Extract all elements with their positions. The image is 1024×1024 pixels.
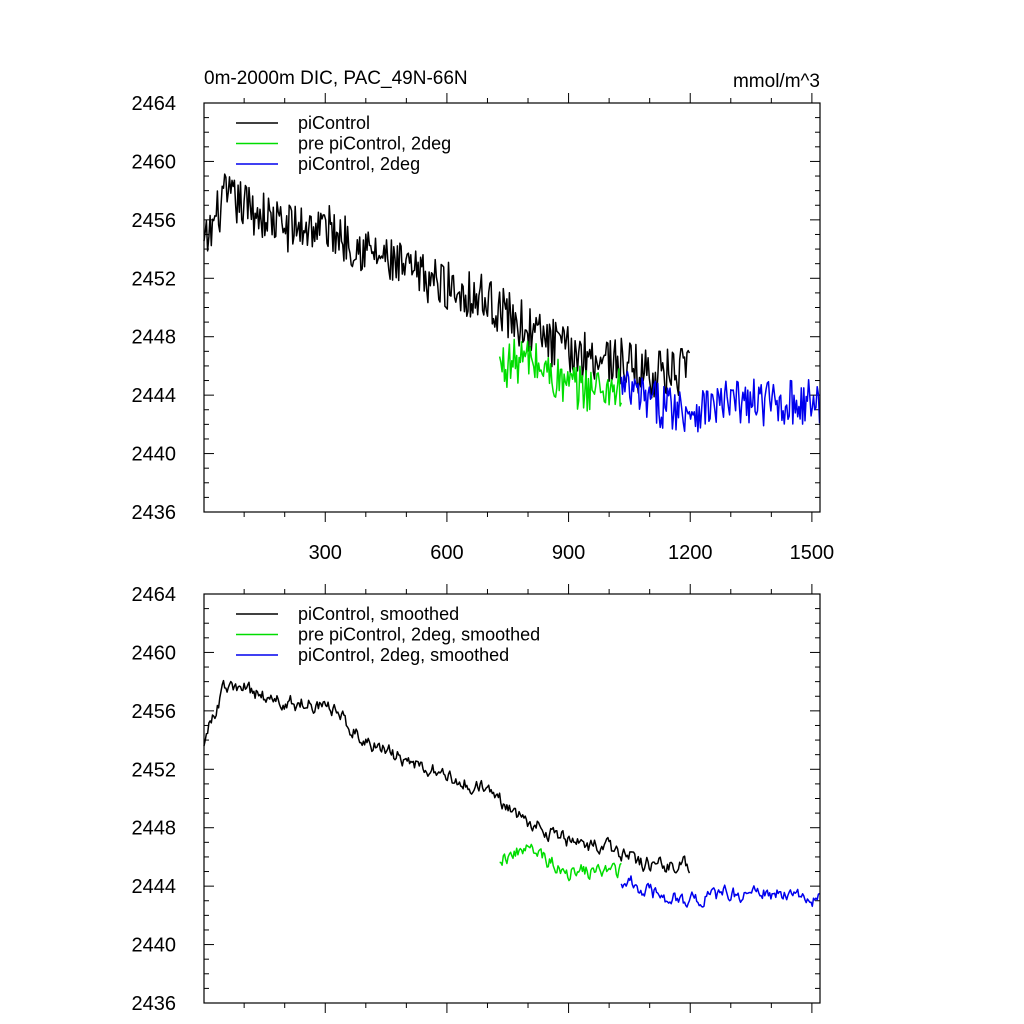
legend-label: pre piControl, 2deg [298,134,451,154]
x-tick-label: 600 [430,542,463,564]
series-line [203,173,691,399]
y-tick-label: 2448 [132,818,177,840]
y-tick-label: 2436 [132,502,177,524]
y-tick-label: 2460 [132,642,177,664]
x-tick-label: 300 [309,542,342,564]
chart-title: 0m-2000m DIC, PAC_49N-66N [204,68,468,89]
y-tick-label: 2444 [132,385,177,407]
units-label: mmol/m^3 [733,71,820,92]
y-tick-label: 2464 [132,584,177,606]
y-tick-label: 2440 [132,444,177,466]
y-tick-label: 2456 [132,210,177,232]
y-tick-label: 2444 [132,876,177,898]
series-line [203,679,691,874]
top-panel: 2436 2440 2444 2448 2452 2456 2460 2464 300 600 90… [132,93,835,564]
legend-label: piControl, smoothed [298,604,459,624]
x-tick-label: 900 [552,542,585,564]
legend-label: piControl, 2deg [298,154,420,174]
legend-label: piControl [298,113,370,133]
series-line [620,370,821,433]
y-tick-label: 2452 [132,759,177,781]
legend-label: piControl, 2deg, smoothed [298,645,509,665]
y-tick-label: 2464 [132,93,177,115]
series-line [498,338,623,412]
y-tick-label: 2440 [132,935,177,957]
x-tick-label: 1500 [790,542,835,564]
y-tick-label: 2460 [132,151,177,173]
plot-frame [203,593,821,1004]
plot-frame [203,102,821,513]
y-tick-label: 2452 [132,268,177,290]
y-tick-label: 2448 [132,327,177,349]
series-line [620,875,820,908]
y-tick-label: 2436 [132,993,177,1015]
y-tick-label: 2456 [132,701,177,723]
x-tick-label: 1200 [668,542,713,564]
legend-label: pre piControl, 2deg, smoothed [298,625,540,645]
bottom-panel: 2436 2440 2444 2448 2452 2456 2460 2464 piContro… [132,584,821,1015]
series-line [499,843,622,882]
